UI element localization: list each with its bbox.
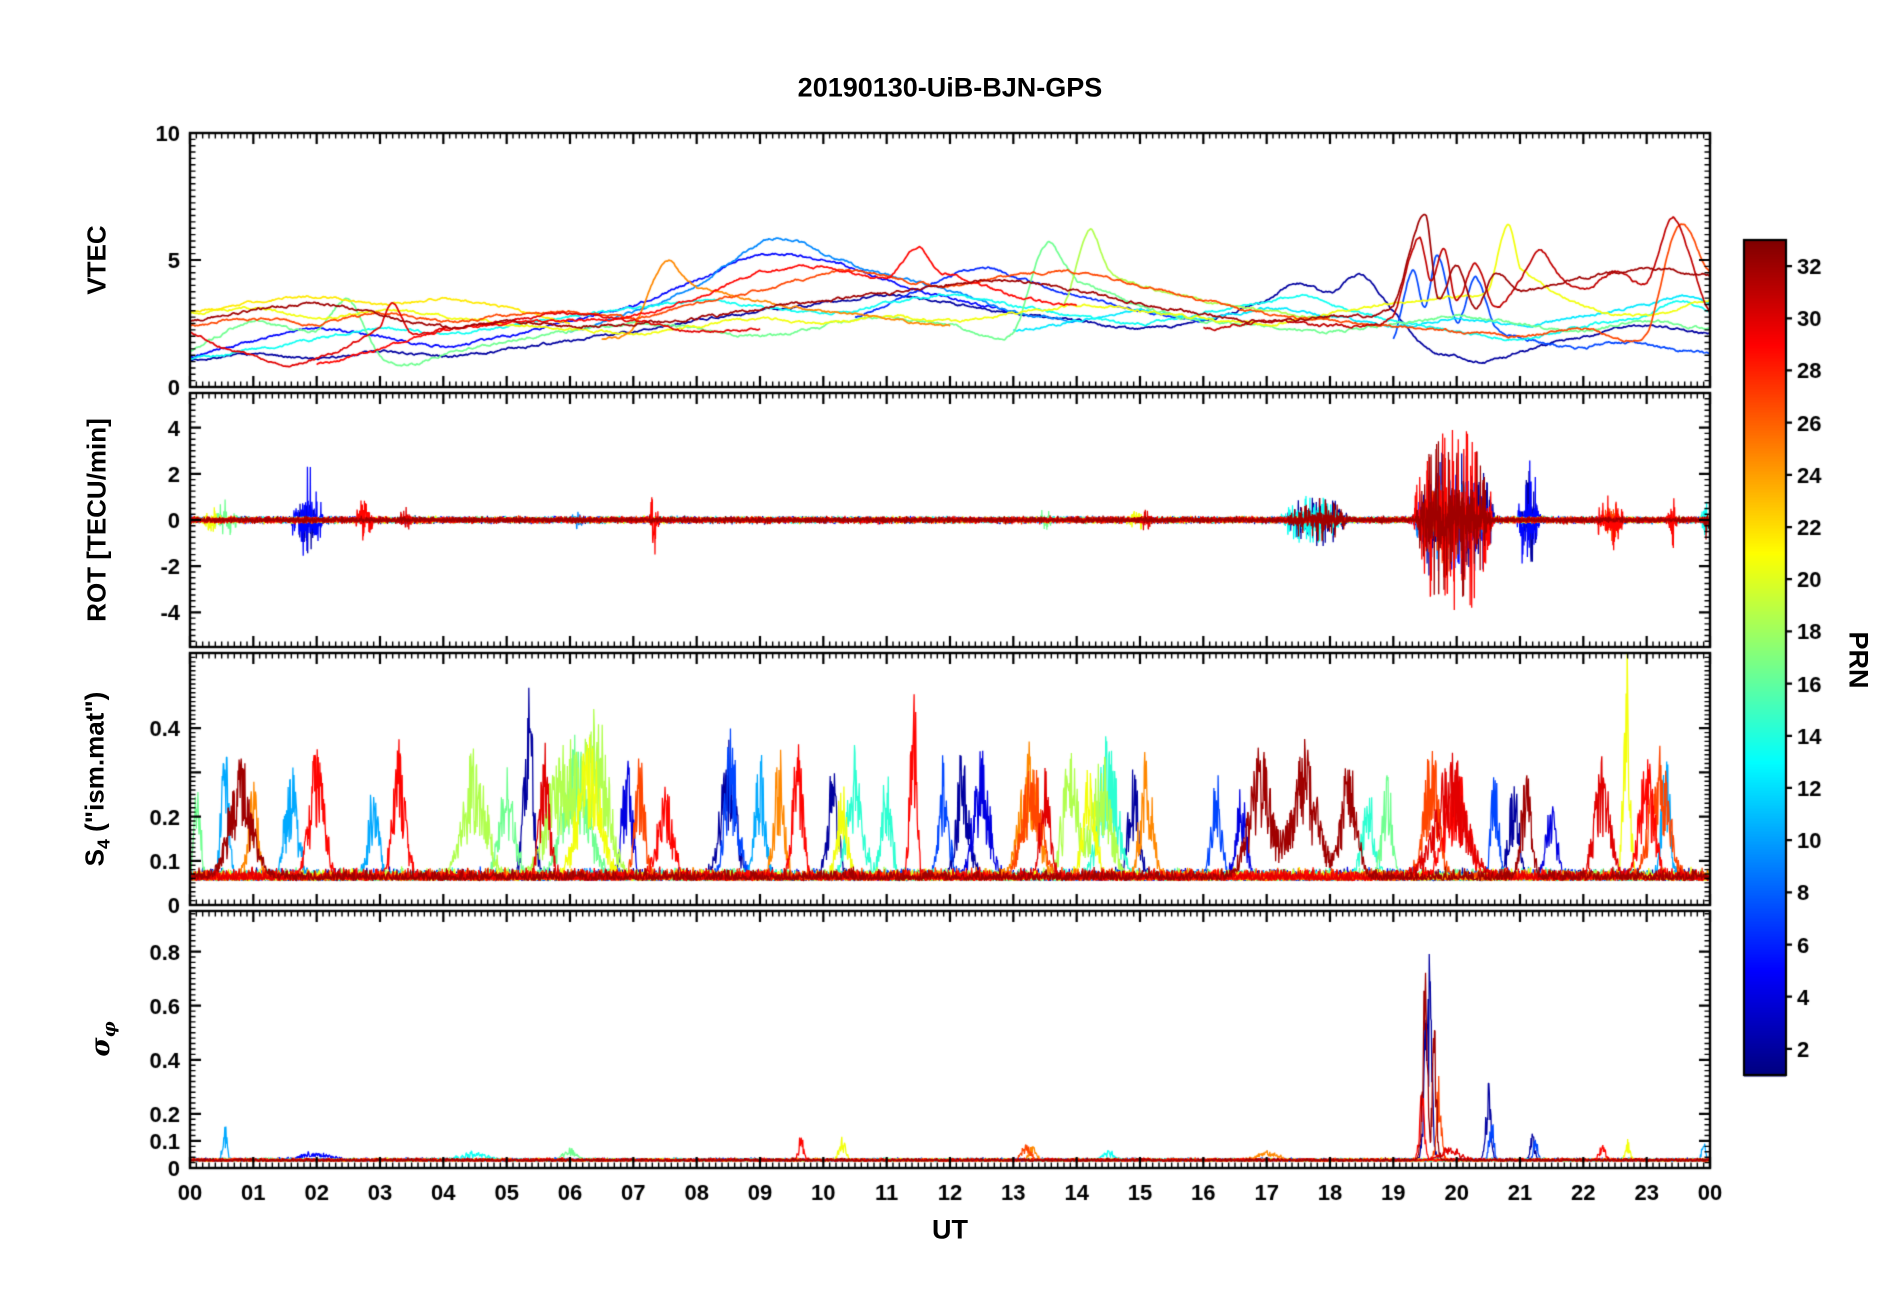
ylabel-s4-suffix: ("ism.mat")	[79, 691, 110, 840]
ylabel-rot: ROT [TECU/min]	[82, 418, 113, 622]
ylabel-s4-main: S	[79, 848, 110, 867]
ylabel-s4: S4 ("ism.mat")	[79, 692, 114, 867]
ylabel-s4-subscript: 4	[94, 839, 114, 849]
ylabel-sigma-phi: σφ	[86, 1021, 120, 1056]
colorbar-label-prn: PRN	[1843, 631, 1874, 689]
figure-title: 20190130-UiB-BJN-GPS	[797, 72, 1103, 103]
ylabel-vtec: VTEC	[82, 225, 113, 294]
ylabel-vtec-text: VTEC	[81, 225, 112, 295]
ylabel-phi-subscript: φ	[99, 1021, 120, 1037]
ylabel-phi-text: φ	[99, 1021, 121, 1038]
ylabel-rot-text: ROT [TECU/min]	[81, 418, 112, 622]
xlabel-ut: UT	[932, 1214, 968, 1245]
ylabel-s4-sub-text: 4	[93, 839, 114, 849]
ylabel-sigma-text: σ	[85, 1037, 116, 1057]
